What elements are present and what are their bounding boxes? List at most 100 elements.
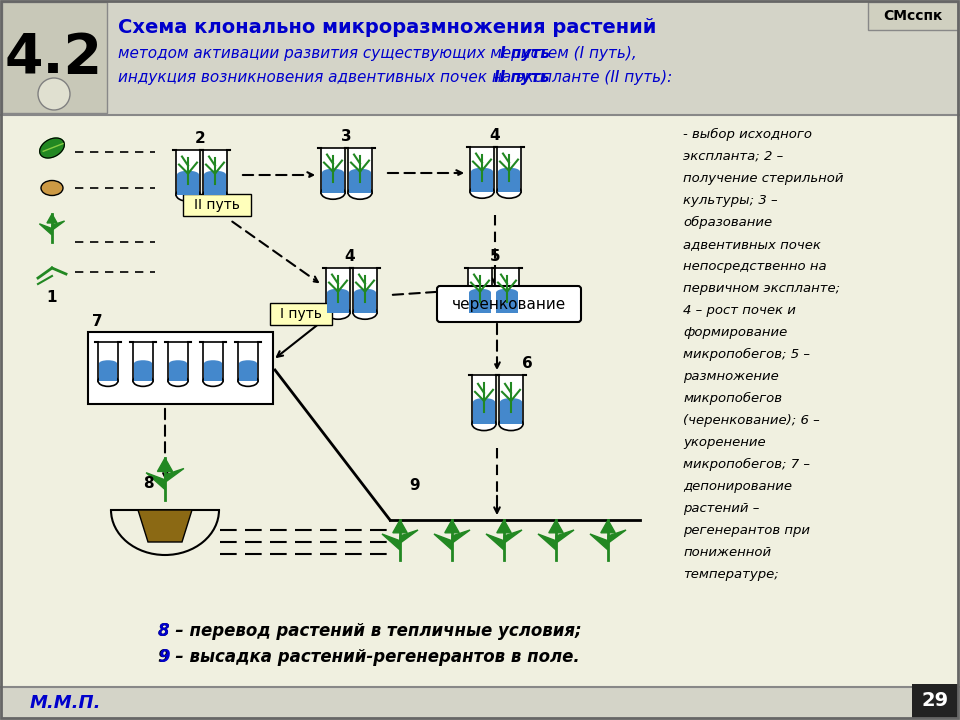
Ellipse shape (354, 289, 376, 297)
Bar (204, 364, 222, 381)
Polygon shape (157, 458, 173, 472)
Bar (270, 303, 332, 325)
Text: получение стерильной: получение стерильной (683, 172, 844, 185)
Text: 8: 8 (158, 622, 170, 640)
Ellipse shape (203, 188, 227, 201)
Polygon shape (138, 510, 192, 542)
Polygon shape (393, 520, 407, 533)
Ellipse shape (134, 360, 152, 366)
Ellipse shape (348, 186, 372, 199)
Text: II путь: II путь (494, 70, 549, 85)
Ellipse shape (177, 171, 199, 179)
Ellipse shape (498, 168, 520, 176)
Text: микропобегов: микропобегов (683, 392, 782, 405)
Ellipse shape (168, 375, 188, 387)
Text: 9 – высадка растений-регенерантов в поле.: 9 – высадка растений-регенерантов в поле… (158, 648, 580, 666)
Bar (0, 115, 960, 687)
Bar (496, 292, 518, 312)
Bar (326, 268, 350, 312)
Text: 6: 6 (522, 356, 533, 371)
Ellipse shape (169, 360, 187, 366)
Text: первичном экспланте;: первичном экспланте; (683, 282, 840, 295)
Polygon shape (444, 520, 459, 533)
Bar (472, 375, 496, 424)
Ellipse shape (322, 168, 344, 176)
Polygon shape (400, 530, 418, 543)
Text: 1: 1 (47, 290, 58, 305)
Polygon shape (497, 520, 511, 533)
Ellipse shape (204, 360, 222, 366)
Text: экспланта; 2 –: экспланта; 2 – (683, 150, 783, 163)
Bar (349, 173, 371, 193)
Bar (471, 171, 493, 192)
Text: микропобегов; 7 –: микропобегов; 7 – (683, 458, 810, 471)
Text: пониженной: пониженной (683, 546, 771, 559)
Text: СМсспк: СМсспк (883, 9, 943, 23)
Ellipse shape (204, 171, 226, 179)
Bar (354, 292, 376, 312)
Polygon shape (556, 530, 574, 543)
Text: черенкование: черенкование (452, 297, 566, 312)
Polygon shape (39, 224, 52, 235)
Polygon shape (549, 520, 564, 533)
Ellipse shape (99, 360, 117, 366)
Ellipse shape (133, 375, 153, 387)
Bar (203, 150, 227, 194)
Bar (203, 342, 223, 381)
Polygon shape (146, 473, 165, 490)
Text: М.М.П.: М.М.П. (30, 694, 102, 712)
Text: (черенкование); 6 –: (черенкование); 6 – (683, 414, 820, 427)
Text: размножение: размножение (683, 370, 779, 383)
Polygon shape (434, 534, 452, 550)
Bar (499, 375, 523, 424)
Bar (177, 174, 199, 194)
Text: Схема клонально микроразмножения растений: Схема клонально микроразмножения растени… (118, 18, 657, 37)
Ellipse shape (469, 289, 491, 297)
Bar (322, 173, 344, 193)
Bar (498, 171, 520, 192)
Text: I путь: I путь (500, 46, 550, 61)
Ellipse shape (41, 181, 63, 196)
Bar (204, 174, 226, 194)
Ellipse shape (176, 188, 200, 201)
Bar (88, 332, 273, 404)
Ellipse shape (473, 398, 495, 406)
Text: укоренение: укоренение (683, 436, 766, 449)
Text: - выбор исходного: - выбор исходного (683, 128, 812, 141)
Bar (469, 292, 491, 312)
Ellipse shape (98, 375, 118, 387)
Polygon shape (165, 469, 184, 482)
Text: 4.2: 4.2 (5, 31, 103, 85)
Bar (327, 292, 349, 312)
Text: 9: 9 (158, 648, 170, 666)
Text: 8: 8 (143, 476, 154, 491)
Bar (495, 268, 519, 312)
Ellipse shape (321, 186, 345, 199)
Circle shape (38, 78, 70, 110)
Polygon shape (39, 138, 64, 158)
Bar (0, 0, 960, 115)
Text: 4 – рост почек и: 4 – рост почек и (683, 304, 796, 317)
Text: непосредственно на: непосредственно на (683, 260, 827, 273)
Text: образование: образование (683, 216, 772, 229)
Ellipse shape (470, 185, 494, 198)
Bar (134, 364, 152, 381)
Bar (239, 364, 257, 381)
Bar (98, 342, 118, 381)
Ellipse shape (499, 418, 523, 431)
Text: 3: 3 (341, 129, 351, 144)
Ellipse shape (326, 306, 350, 319)
Text: 4: 4 (345, 249, 355, 264)
Ellipse shape (500, 398, 522, 406)
Ellipse shape (353, 306, 377, 319)
Bar (0, 687, 960, 720)
Polygon shape (608, 530, 626, 543)
Bar (169, 364, 187, 381)
Polygon shape (52, 221, 64, 230)
Polygon shape (452, 530, 470, 543)
Text: 4: 4 (490, 128, 500, 143)
FancyBboxPatch shape (437, 286, 581, 322)
Bar (348, 148, 372, 193)
Polygon shape (504, 530, 522, 543)
Text: культуры; 3 –: культуры; 3 – (683, 194, 778, 207)
